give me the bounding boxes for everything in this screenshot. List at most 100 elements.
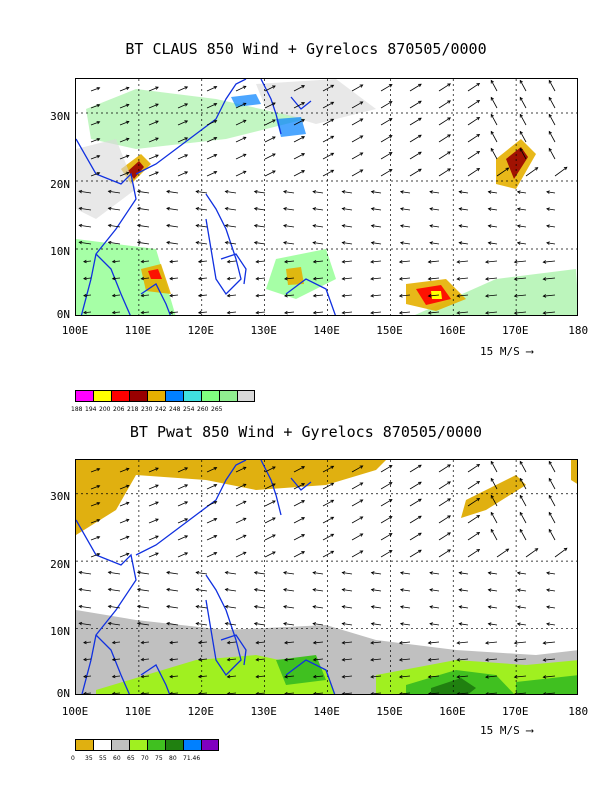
wind-vector [467,117,480,126]
shading-region [96,655,336,694]
wind-vector-head [312,224,317,228]
wind-vector-head [213,154,218,158]
colorbar-swatch [183,390,201,402]
wind-vector-head [341,605,346,609]
wind-vector [371,589,382,592]
wind-vector [485,294,498,297]
wind-vector-head [513,260,518,264]
wind-vector-head [83,674,87,679]
wind-vector [428,294,440,297]
wind-vector [256,675,266,678]
wind-vector-head [447,515,451,519]
wind-vector [256,260,266,263]
wind-vector-head [169,259,173,264]
wind-vector [409,515,422,524]
wind-vector-head [169,310,173,315]
wind-vector [177,120,188,126]
wind-vector-head [184,171,189,175]
wind-vector-head [272,551,276,555]
wind-vector-head [427,260,432,264]
colorbar-swatch [93,390,111,402]
wind-vector [514,692,527,694]
wind-vector [409,549,422,558]
wind-vector-head [418,100,422,105]
wind-vector-head [341,310,346,315]
wind-vector [293,551,305,558]
wind-vector [169,294,179,297]
wind-vector-head [513,675,518,679]
wind-vector-head [111,259,116,264]
wind-vector-head [83,691,87,694]
wind-vector-head [312,207,317,211]
wind-vector-head [255,657,260,662]
wind-vector [514,658,527,661]
wind-vector-head [155,484,159,488]
wind-vector-head [418,151,422,156]
wind-vector-head [301,170,306,174]
wind-vector-head [312,691,317,694]
wind-vector-head [184,484,189,488]
wind-vector-head [485,675,489,679]
wind-vector [196,605,208,609]
shading-region [86,89,306,149]
wind-vector [235,483,247,490]
colorbar-swatch [165,390,183,402]
wind-vector-head [213,103,218,107]
wind-vector [514,641,527,644]
wind-vector [351,84,363,92]
wind-vector [83,675,92,678]
wind-vector [90,172,100,177]
wind-vector-head [370,276,374,281]
wind-vector [177,484,188,490]
wind-vector-head [166,621,170,626]
wind-vector [90,519,100,524]
wind-vector [196,588,208,592]
wind-vector [256,311,266,314]
colorbar-label: 230 [141,406,153,413]
wind-vector-head [184,467,189,471]
coastline [220,253,247,285]
wind-vector-head [485,311,489,315]
wind-vector-head [213,484,218,488]
wind-vector [429,225,440,228]
wind-vector-head [516,588,521,592]
wind-vector [342,208,353,211]
wind-vector-head [458,571,463,575]
wind-vector-head [213,120,218,124]
wind-vector [457,277,469,280]
wind-vector-head [388,499,393,503]
wind-vector [519,461,527,473]
wind-vector [490,461,498,473]
wind-vector-head [78,189,83,194]
wind-vector [235,500,247,507]
wind-vector-head [399,692,403,694]
wind-vector [409,83,422,92]
wind-vector [488,191,498,194]
wind-vector [79,241,92,245]
wind-vector [488,208,498,211]
wind-vector-head [184,137,189,141]
wind-vector [459,242,469,245]
wind-vector [400,208,411,211]
wind-vector-head [447,464,451,468]
wind-vector [256,294,266,297]
wind-vector [342,191,353,194]
wind-vector-head [519,79,523,84]
wind-vector [137,571,150,575]
panel2-ref-vector: 15 M/S ⟶ [480,724,533,737]
wind-vector-head [140,674,145,679]
wind-vector [225,572,237,575]
wind-vector [459,623,469,626]
wind-vector-head [341,640,346,645]
wind-vector-head [388,101,393,105]
wind-vector [467,134,480,143]
panel2-colorbar [75,739,219,751]
wind-vector [342,675,353,678]
wind-vector [148,86,159,92]
wind-vector [206,154,217,160]
wind-vector-head [487,605,492,609]
wind-vector-head [490,477,494,482]
wind-vector [409,532,422,541]
wind-vector-head [224,223,229,228]
wind-vector [380,465,393,473]
